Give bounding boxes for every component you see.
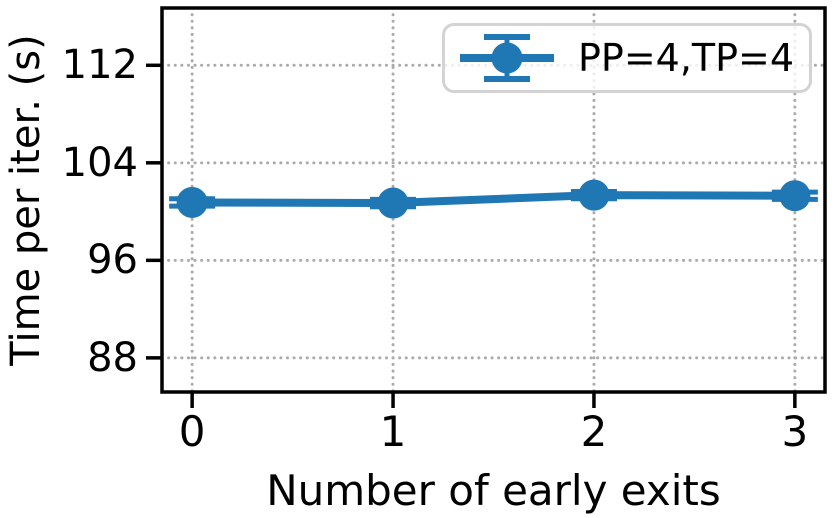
data-line: [192, 191, 795, 208]
x-tick-label: 0: [178, 407, 206, 456]
x-tick-label: 3: [781, 407, 809, 456]
x-tick-label: 1: [379, 407, 407, 456]
y-tick-label: 112: [61, 42, 138, 89]
legend: PP=4,TP=4: [442, 23, 812, 93]
plot-border: [160, 6, 827, 394]
y-tick-label: 88: [87, 334, 138, 381]
x-axis-label: Number of early exits: [266, 466, 721, 515]
data-point-marker: [176, 186, 208, 218]
y-axis-label: Time per iter. (s): [3, 34, 49, 366]
data-point-marker: [779, 180, 811, 212]
data-point-marker: [578, 179, 610, 211]
errorbar-marker-icon: [460, 34, 554, 82]
data-point-marker: [377, 187, 409, 219]
y-tick-label: 104: [61, 139, 138, 186]
y-tick-label: 96: [87, 237, 138, 284]
legend-entry-label: PP=4,TP=4: [578, 36, 795, 80]
x-tick-label: 2: [580, 407, 608, 456]
